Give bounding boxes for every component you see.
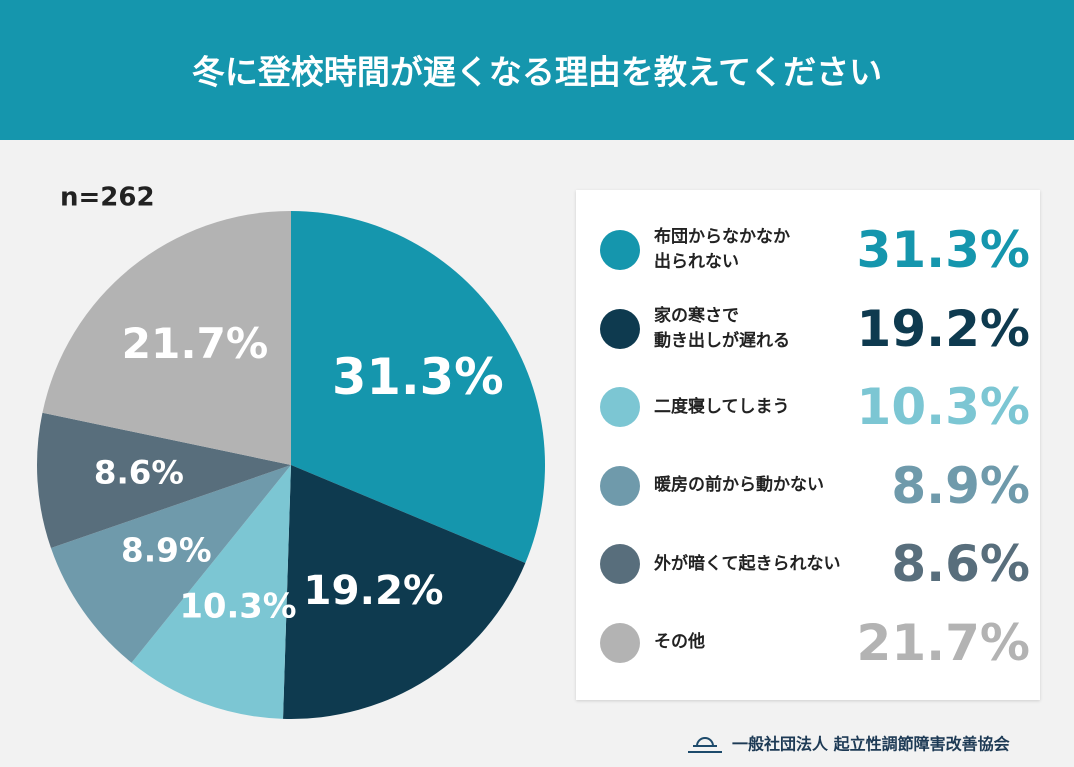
pie-slice	[50, 465, 291, 663]
legend-value: 8.9%	[891, 456, 1030, 515]
legend-item: 家の寒さで 動き出しが遅れる 19.2%	[576, 294, 1040, 364]
source: 一般社団法人 起立性調節障害改善協会	[732, 735, 1010, 754]
legend-swatch	[600, 544, 640, 584]
pie-slice	[283, 465, 526, 719]
slice-label: 21.7%	[122, 319, 269, 368]
legend-item: 暖房の前から動かない 8.9%	[576, 451, 1040, 521]
legend-label: 暖房の前から動かない	[654, 475, 824, 496]
legend-value: 31.3%	[856, 221, 1030, 279]
slice-label: 8.6%	[94, 454, 184, 492]
pie-slice	[131, 465, 291, 719]
legend-swatch	[600, 387, 640, 427]
legend-item: その他 21.7%	[576, 608, 1040, 678]
slice-label: 8.9%	[121, 532, 212, 570]
legend-label: 二度寝してしまう	[654, 396, 790, 417]
pie-slice	[37, 412, 292, 549]
legend-label: 布団からなかなか 出られない	[654, 227, 790, 272]
source-logo	[688, 737, 722, 753]
legend-swatch	[600, 622, 640, 663]
pie-slice	[42, 211, 292, 465]
legend-item: 外が暗くて起きられない 8.6%	[576, 529, 1040, 599]
legend-value: 10.3%	[856, 378, 1030, 436]
legend-item: 二度寝してしまう 10.3%	[576, 372, 1040, 442]
legend-label: 家の寒さで 動き出しが遅れる	[654, 305, 790, 351]
legend-value: 8.6%	[891, 535, 1030, 593]
sample-size: n=262	[60, 183, 155, 213]
legend-label: 外が暗くて起きられない	[654, 553, 841, 574]
legend-swatch	[600, 230, 640, 270]
header-band	[0, 0, 1074, 140]
legend-swatch	[600, 308, 640, 349]
legend-swatch	[600, 465, 640, 506]
legend-item: 布団からなかなか 出られない 31.3%	[576, 215, 1040, 285]
pie-slice	[291, 211, 545, 563]
slice-label: 31.3%	[332, 348, 504, 406]
legend-label: その他	[654, 632, 705, 653]
slice-label: 19.2%	[303, 566, 443, 614]
legend-value: 19.2%	[856, 299, 1030, 358]
slice-label: 10.3%	[180, 586, 297, 625]
chart-title: 冬に登校時間が遅くなる理由を教えてください	[192, 53, 882, 92]
legend: 布団からなかなか 出られない 31.3% 家の寒さで 動き出しが遅れる 19.2% 二度…	[576, 190, 1040, 700]
legend-value: 21.7%	[856, 613, 1030, 672]
